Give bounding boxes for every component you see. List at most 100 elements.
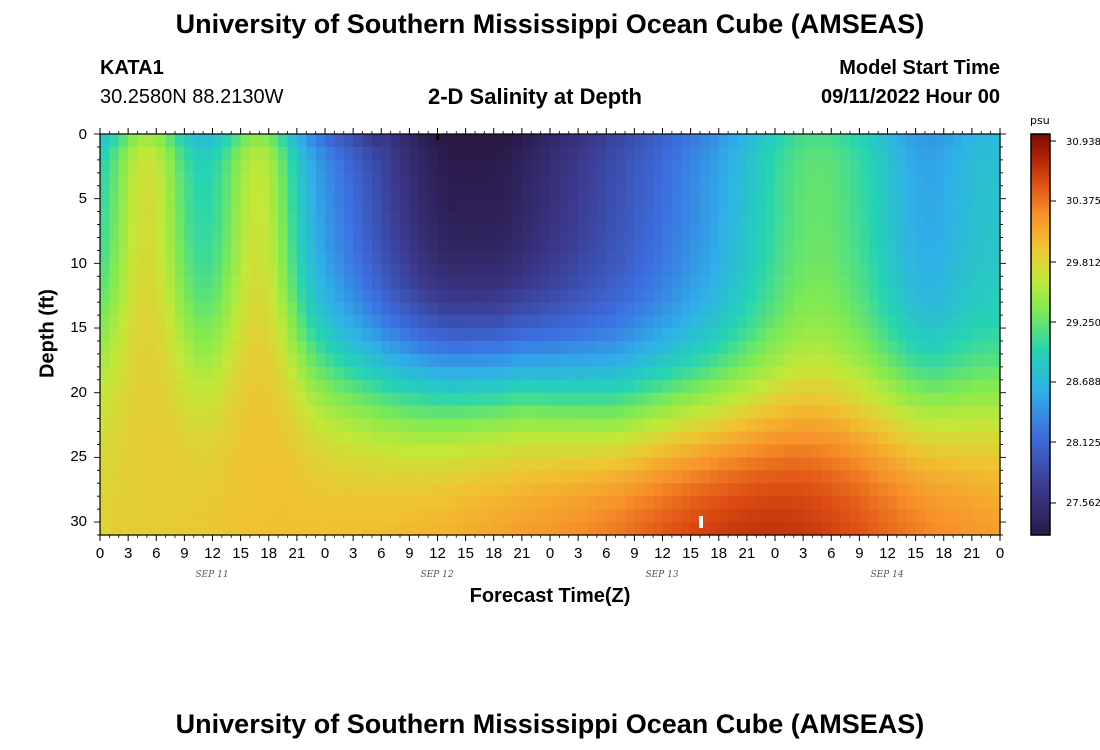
heatmap-cell	[615, 172, 626, 187]
marker	[699, 516, 703, 528]
heatmap-cell	[587, 224, 598, 239]
heatmap-cell	[306, 418, 317, 433]
heatmap-cell	[521, 134, 532, 148]
heatmap-cell	[109, 315, 120, 329]
heatmap-cell	[353, 418, 364, 433]
heatmap-cell	[906, 250, 917, 264]
heatmap-cell	[971, 418, 982, 433]
heatmap-cell	[165, 496, 176, 510]
heatmap-cell	[784, 418, 795, 433]
x-tick-label: 21	[513, 545, 531, 562]
heatmap-cell	[306, 198, 317, 213]
y-tick-0: 0	[78, 126, 87, 143]
heatmap-cell	[606, 146, 617, 161]
heatmap-cell	[484, 418, 495, 433]
heatmap-cell	[418, 496, 429, 510]
heatmap-cell	[250, 159, 260, 174]
heatmap-cell	[596, 353, 607, 368]
heatmap-cell	[868, 379, 879, 394]
heatmap-cell	[709, 405, 720, 420]
heatmap-cell	[718, 328, 729, 342]
heatmap-cell	[259, 379, 270, 394]
heatmap-cell	[943, 146, 954, 161]
heatmap-cell	[662, 134, 673, 148]
heatmap-cell	[596, 509, 607, 523]
heatmap-cell	[353, 340, 364, 355]
heatmap-cell	[203, 405, 214, 420]
heatmap-cell	[128, 315, 139, 329]
heatmap-cell	[400, 444, 410, 458]
heatmap-cell	[118, 146, 129, 161]
heatmap-cell	[756, 315, 767, 329]
heatmap-cell	[896, 315, 907, 329]
heatmap-cell	[821, 315, 832, 329]
heatmap-cell	[315, 224, 326, 239]
heatmap-cell	[503, 379, 514, 394]
heatmap-cell	[334, 315, 345, 329]
heatmap-cell	[118, 418, 129, 433]
heatmap-cell	[634, 444, 645, 458]
heatmap-cell	[128, 496, 139, 510]
heatmap-cell	[137, 328, 148, 342]
heatmap-cell	[493, 211, 504, 226]
heatmap-cell	[381, 483, 392, 497]
heatmap-cell	[493, 418, 504, 433]
heatmap-cell	[109, 431, 120, 446]
heatmap-cell	[371, 418, 382, 433]
heatmap-cell	[146, 431, 157, 446]
heatmap-cell	[100, 379, 110, 394]
heatmap-cell	[400, 522, 410, 536]
heatmap-cell	[465, 444, 476, 458]
heatmap-cell	[362, 237, 373, 252]
heatmap-cell	[156, 134, 167, 148]
heatmap-cell	[212, 134, 223, 148]
heatmap-cell	[934, 353, 945, 368]
heatmap-cell	[437, 496, 448, 510]
heatmap-cell	[981, 172, 992, 187]
heatmap-cell	[934, 198, 945, 213]
heatmap-cell	[887, 392, 898, 407]
heatmap-cell	[906, 302, 917, 316]
heatmap-cell	[409, 366, 420, 381]
heatmap-cell	[146, 224, 157, 239]
heatmap-cell	[287, 172, 298, 187]
heatmap-cell	[578, 211, 589, 226]
heatmap-cell	[437, 470, 448, 484]
heatmap-cell	[165, 353, 176, 368]
heatmap-cell	[100, 328, 110, 342]
heatmap-cell	[343, 302, 354, 316]
heatmap-cell	[653, 483, 664, 497]
heatmap-cell	[521, 198, 532, 213]
heatmap-cell	[831, 392, 842, 407]
heatmap-cell	[390, 224, 401, 239]
heatmap-cell	[165, 302, 176, 316]
heatmap-cell	[709, 276, 720, 290]
heatmap-cell	[887, 134, 898, 148]
y-tick-30: 30	[70, 513, 87, 530]
heatmap-cell	[578, 172, 589, 187]
heatmap-cell	[400, 276, 410, 290]
heatmap-cell	[287, 289, 298, 303]
heatmap-cell	[381, 237, 392, 252]
heatmap-cell	[737, 146, 748, 161]
heatmap-cell	[737, 185, 748, 200]
heatmap-cell	[681, 134, 692, 148]
heatmap-cell	[287, 224, 298, 239]
heatmap-cell	[737, 211, 748, 226]
heatmap-cell	[812, 315, 823, 329]
heatmap-cell	[681, 328, 692, 342]
heatmap-cell	[812, 289, 823, 303]
heatmap-cell	[287, 159, 298, 174]
heatmap-cell	[203, 224, 214, 239]
heatmap-cell	[634, 392, 645, 407]
heatmap-cell	[803, 483, 814, 497]
heatmap-cell	[428, 302, 439, 316]
heatmap-cell	[400, 328, 410, 342]
heatmap-cell	[325, 185, 335, 200]
heatmap-cell	[859, 431, 870, 446]
heatmap-cell	[456, 172, 467, 187]
heatmap-cell	[859, 392, 870, 407]
heatmap-cell	[400, 340, 410, 355]
heatmap-cell	[709, 379, 720, 394]
heatmap-cell	[700, 509, 710, 523]
